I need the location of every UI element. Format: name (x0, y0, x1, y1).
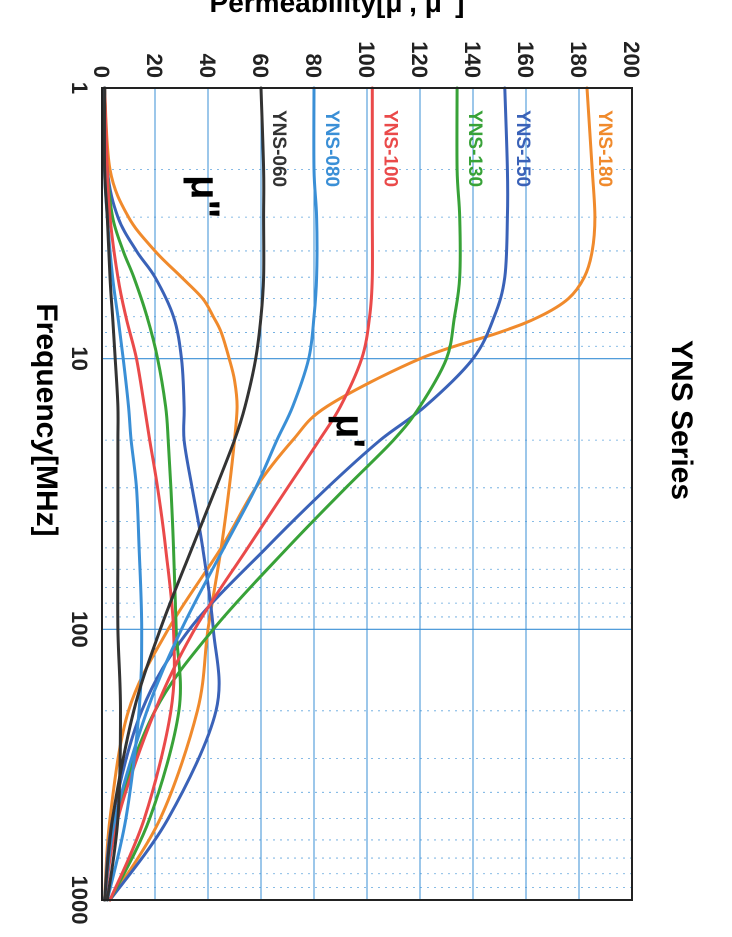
y-tick-label: 120 (407, 41, 432, 78)
y-tick-label: 40 (195, 54, 220, 78)
series-yns-060-mu-double-prime-line (102, 86, 122, 902)
x-axis-label: Frequency[MHz] (30, 303, 63, 536)
x-tick-labels: 1 10 100 1000 (67, 82, 92, 925)
x-tick-label: 1000 (67, 876, 92, 925)
series-yns-180-mu-double-prime-line (103, 86, 239, 902)
mu-prime-annotation: μ' (328, 414, 372, 448)
y-tick-label: 100 (354, 41, 379, 78)
plot-frame (101, 87, 633, 901)
series-yns-100-mu-prime-line (103, 86, 374, 902)
y-tick-label: 200 (619, 41, 644, 78)
y-tick-labels: 0 20 40 60 80 100 120 140 160 180 200 (89, 41, 644, 78)
y-tick-label: 80 (301, 54, 326, 78)
y-tick-label: 60 (248, 54, 273, 78)
chart-title: YNS Series (665, 340, 698, 500)
curves (102, 86, 597, 902)
series-label-yns-180: YNS-180 (594, 110, 615, 187)
y-tick-label: 140 (460, 41, 485, 78)
y-tick-label: 160 (513, 41, 538, 78)
y-tick-label: 0 (89, 66, 114, 78)
series-yns-150-mu-prime-line (103, 86, 510, 902)
series-labels: YNS-180 YNS-150 YNS-130 YNS-100 YNS-080 YNS-0… (268, 110, 615, 187)
series-yns-080-mu-prime-line (103, 86, 319, 902)
y-axis-label: Permeability[μ', μ"] (210, 0, 465, 18)
series-yns-130-mu-double-prime-line (103, 86, 182, 902)
series-label-yns-060: YNS-060 (268, 110, 289, 187)
mu-double-prime-annotation: μ" (183, 175, 227, 218)
series-label-yns-130: YNS-130 (464, 110, 485, 187)
x-tick-label: 1 (67, 82, 92, 94)
series-label-yns-100: YNS-100 (379, 110, 400, 187)
y-tick-label: 180 (566, 41, 591, 78)
x-tick-label: 10 (67, 346, 92, 370)
series-label-yns-150: YNS-150 (512, 110, 533, 187)
series-label-yns-080: YNS-080 (321, 110, 342, 187)
series-yns-100-mu-double-prime-line (103, 86, 176, 902)
series-yns-060-mu-prime-line (103, 86, 266, 902)
series-yns-150-mu-double-prime-line (103, 86, 221, 902)
y-tick-label: 20 (142, 54, 167, 78)
x-tick-label: 100 (67, 611, 92, 648)
